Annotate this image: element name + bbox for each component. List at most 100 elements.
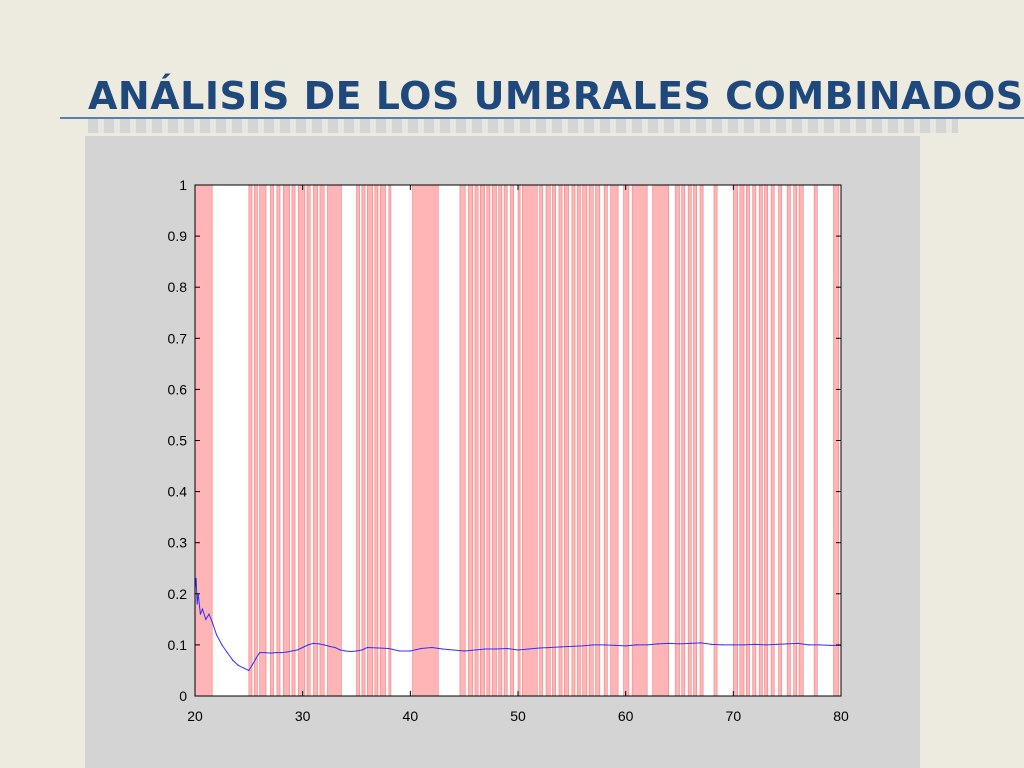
data-point bbox=[538, 647, 541, 649]
highlight-band bbox=[699, 184, 704, 697]
highlight-band bbox=[510, 184, 514, 697]
highlight-band bbox=[379, 184, 386, 697]
data-point bbox=[463, 650, 465, 652]
data-point bbox=[485, 648, 487, 650]
series-group bbox=[194, 577, 842, 672]
highlight-band bbox=[764, 184, 769, 697]
highlight-band bbox=[793, 184, 798, 697]
y-tick-label: 0.3 bbox=[168, 535, 188, 551]
data-point bbox=[339, 649, 341, 651]
data-point bbox=[452, 649, 454, 651]
highlight-band bbox=[298, 184, 306, 697]
data-point bbox=[205, 618, 207, 620]
data-point bbox=[221, 644, 223, 646]
highlight-band bbox=[745, 184, 750, 697]
highlight-band bbox=[491, 184, 497, 697]
highlight-band bbox=[582, 184, 588, 697]
data-point bbox=[829, 644, 831, 647]
x-tick-label: 30 bbox=[295, 708, 311, 724]
y-tick-label: 0.9 bbox=[168, 228, 188, 244]
data-point bbox=[251, 664, 253, 666]
data-point bbox=[700, 642, 702, 644]
highlight-band bbox=[270, 184, 274, 697]
highlight-band bbox=[486, 184, 491, 697]
highlight-band bbox=[652, 184, 670, 697]
highlight-band bbox=[313, 184, 319, 697]
highlight-band bbox=[361, 184, 366, 697]
data-point bbox=[237, 664, 239, 666]
highlight-band bbox=[498, 184, 503, 697]
x-axis: 20 30 40 50 60 70 80 bbox=[187, 185, 849, 724]
highlight-band bbox=[459, 184, 466, 697]
data-point bbox=[732, 644, 734, 646]
data-point bbox=[560, 646, 562, 648]
data-point bbox=[420, 647, 422, 650]
data-point bbox=[201, 608, 204, 610]
data-point bbox=[603, 644, 605, 646]
data-point bbox=[495, 648, 498, 650]
data-point bbox=[689, 642, 691, 644]
data-point bbox=[215, 634, 218, 636]
data-point bbox=[350, 650, 352, 653]
highlight-band bbox=[681, 184, 686, 697]
data-point bbox=[312, 642, 315, 644]
highlight-band bbox=[319, 184, 325, 697]
data-point bbox=[797, 642, 799, 644]
data-point bbox=[678, 643, 681, 645]
data-point bbox=[196, 603, 198, 605]
highlight-band bbox=[674, 184, 680, 697]
highlight-band bbox=[388, 184, 392, 697]
data-point bbox=[474, 649, 476, 651]
title-underline bbox=[60, 117, 1024, 119]
data-point bbox=[355, 650, 358, 652]
data-point bbox=[775, 643, 778, 645]
highlight-band bbox=[563, 184, 569, 697]
highlight-band bbox=[374, 184, 379, 697]
data-point bbox=[345, 650, 347, 652]
highlight-band bbox=[356, 184, 361, 697]
y-tick-label: 0.7 bbox=[168, 330, 188, 346]
data-point bbox=[226, 651, 228, 654]
data-point bbox=[328, 645, 331, 648]
data-point bbox=[711, 643, 713, 645]
data-point bbox=[264, 651, 266, 654]
highlight-band bbox=[366, 184, 373, 697]
data-point bbox=[208, 613, 210, 615]
title-reflection bbox=[88, 119, 958, 133]
highlight-band bbox=[291, 184, 296, 697]
data-point bbox=[388, 647, 390, 650]
y-tick-label: 0 bbox=[179, 688, 187, 704]
highlight-band bbox=[306, 184, 311, 697]
data-point bbox=[398, 650, 401, 652]
highlight-band bbox=[813, 184, 818, 697]
data-point bbox=[296, 649, 298, 651]
data-point bbox=[195, 577, 197, 580]
data-point bbox=[668, 642, 670, 644]
highlight-band bbox=[588, 184, 594, 697]
data-point bbox=[255, 657, 257, 659]
y-tick-label: 1 bbox=[179, 177, 187, 193]
highlight-band bbox=[253, 184, 258, 697]
data-point bbox=[409, 650, 411, 652]
y-tick-label: 0.8 bbox=[168, 279, 188, 295]
data-point bbox=[765, 644, 767, 646]
highlight-band bbox=[545, 184, 551, 697]
highlight-band bbox=[276, 184, 281, 697]
highlight-band bbox=[503, 184, 508, 697]
slide-title: ANÁLISIS DE LOS UMBRALES COMBINADOS bbox=[88, 74, 1024, 118]
data-point bbox=[248, 669, 250, 672]
x-tick-label: 50 bbox=[510, 708, 526, 724]
y-tick-label: 0.6 bbox=[168, 381, 188, 397]
data-point bbox=[625, 645, 627, 647]
x-tick-label: 80 bbox=[833, 708, 849, 724]
data-point bbox=[517, 649, 519, 651]
data-point bbox=[431, 646, 433, 649]
data-point bbox=[614, 644, 616, 647]
data-point bbox=[592, 644, 594, 646]
y-axis: 0 0.1 0.2 0.3 0.4 0.5 0.6 0.7 0.8 0.9 1 bbox=[168, 177, 841, 704]
data-point bbox=[211, 621, 213, 623]
data-point bbox=[285, 651, 288, 653]
data-point bbox=[302, 646, 304, 649]
highlight-band bbox=[798, 184, 804, 697]
